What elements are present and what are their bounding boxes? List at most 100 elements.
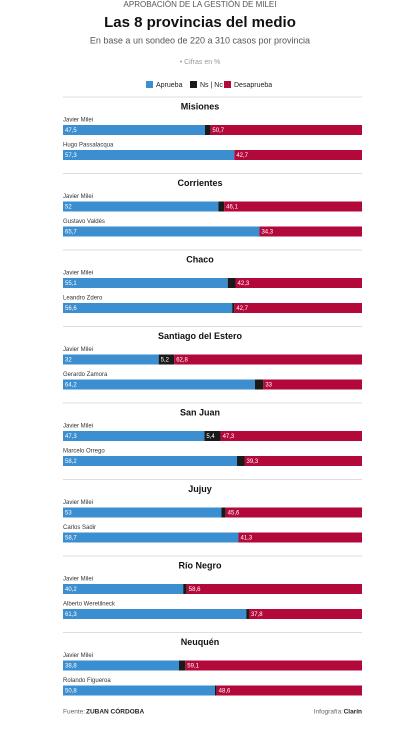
credit-label: Infografía: xyxy=(314,709,343,716)
category-label: Marcelo Orrego xyxy=(63,449,105,455)
value-label: 39,3 xyxy=(246,459,258,465)
group-title: San Juan xyxy=(180,407,220,417)
bar-segment xyxy=(63,150,235,160)
value-label: 5,4 xyxy=(206,434,215,440)
legend-label: Ns | Nc xyxy=(200,82,223,89)
bar-segment xyxy=(63,660,180,671)
value-label: 47,5 xyxy=(65,128,77,134)
bar-segment xyxy=(238,532,362,543)
value-label: 56,6 xyxy=(65,306,77,312)
value-label: 33 xyxy=(265,383,272,389)
bar-segment xyxy=(235,278,362,288)
source-label: Fuente: xyxy=(63,709,85,716)
bar-segment xyxy=(63,584,184,594)
category-label: Rolando Figueroa xyxy=(63,678,111,684)
value-label: 45,6 xyxy=(228,511,240,517)
value-label: 52 xyxy=(65,205,72,211)
value-label: 41,3 xyxy=(241,536,253,542)
bar-segment xyxy=(63,379,255,390)
group-title: Misiones xyxy=(181,101,220,111)
category-label: Javier Milei xyxy=(63,424,93,430)
value-label: 62,8 xyxy=(176,358,188,364)
value-label: 37,8 xyxy=(251,612,263,618)
value-label: 5,2 xyxy=(161,358,170,364)
bar-segment xyxy=(244,456,362,466)
value-label: 61,3 xyxy=(65,612,77,618)
category-label: Leandro Zdero xyxy=(63,296,103,302)
value-label: 47,3 xyxy=(223,434,235,440)
bar-segment xyxy=(63,354,159,365)
category-label: Hugo Passalacqua xyxy=(63,143,114,149)
source: ZUBAN CÓRDOBA xyxy=(86,707,144,716)
bar-segment xyxy=(185,660,362,671)
bar-segment xyxy=(220,431,362,441)
value-label: 58,2 xyxy=(65,459,77,465)
category-label: Javier Milei xyxy=(63,271,93,277)
value-label: 46,1 xyxy=(226,205,238,211)
subtitle: En base a un sondeo de 220 a 310 casos p… xyxy=(90,35,310,45)
bar-segment xyxy=(237,456,245,466)
category-label: Javier Milei xyxy=(63,500,93,506)
value-label: 42,3 xyxy=(238,281,250,287)
bar-segment xyxy=(63,456,238,466)
category-label: Javier Milei xyxy=(63,653,93,659)
bar-segment xyxy=(225,507,362,518)
bar-segment xyxy=(224,201,362,212)
bar-segment xyxy=(174,354,362,365)
bar-segment xyxy=(63,303,233,313)
bar-segment xyxy=(216,685,362,696)
bar-segment xyxy=(63,532,239,543)
bar-segment xyxy=(183,584,187,594)
bar-segment xyxy=(246,609,249,619)
value-label: 59,1 xyxy=(187,664,199,670)
bar-segment xyxy=(63,278,228,288)
category-label: Javier Milei xyxy=(63,577,93,583)
value-label: 65,7 xyxy=(65,230,77,236)
bar-segment xyxy=(214,685,217,696)
value-label: 57,3 xyxy=(65,153,77,159)
bar-segment xyxy=(204,431,221,441)
bar-segment xyxy=(218,201,225,212)
category-label: Carlos Sadir xyxy=(63,525,96,531)
value-label: 42,7 xyxy=(236,306,248,312)
bar-segment xyxy=(234,303,362,313)
value-label: 53 xyxy=(65,511,72,517)
bar-segment xyxy=(63,507,222,518)
bar-segment xyxy=(248,609,362,619)
bar-segment xyxy=(186,584,362,594)
value-label: 48,6 xyxy=(219,689,231,695)
group-title: Santiago del Estero xyxy=(158,331,243,341)
bar-segment xyxy=(263,379,362,390)
category-label: Javier Milei xyxy=(63,347,93,353)
bar-segment xyxy=(63,685,215,696)
value-label: 55,1 xyxy=(65,281,77,287)
legend-swatch xyxy=(224,81,231,88)
value-label: 32 xyxy=(65,358,72,364)
category-label: Gustavo Valdés xyxy=(63,219,105,225)
value-label: 40,2 xyxy=(65,587,77,593)
legend-label: Aprueba xyxy=(156,82,183,89)
bar-segment xyxy=(63,609,247,619)
bar-segment xyxy=(210,125,362,135)
category-label: Javier Milei xyxy=(63,118,93,124)
bar-segment xyxy=(227,278,236,288)
note: • Cifras en % xyxy=(180,59,221,66)
group-title: Neuquén xyxy=(181,637,220,647)
legend-swatch xyxy=(190,81,197,88)
value-label: 38,8 xyxy=(65,664,77,670)
bar-segment xyxy=(63,125,206,135)
bar-segment xyxy=(254,379,264,390)
bar-segment xyxy=(158,354,175,365)
chart-title: Las 8 provincias del medio xyxy=(104,14,296,31)
group-title: Corrientes xyxy=(177,178,222,188)
bar-segment xyxy=(63,201,219,212)
value-label: 50,8 xyxy=(65,689,77,695)
category-label: Gerardo Zamora xyxy=(63,372,108,378)
bar-segment xyxy=(63,431,205,441)
bar-segment xyxy=(232,303,235,313)
value-label: 58,6 xyxy=(189,587,201,593)
legend-swatch xyxy=(146,81,153,88)
bar-segment xyxy=(221,507,226,518)
value-label: 58,7 xyxy=(65,536,77,542)
